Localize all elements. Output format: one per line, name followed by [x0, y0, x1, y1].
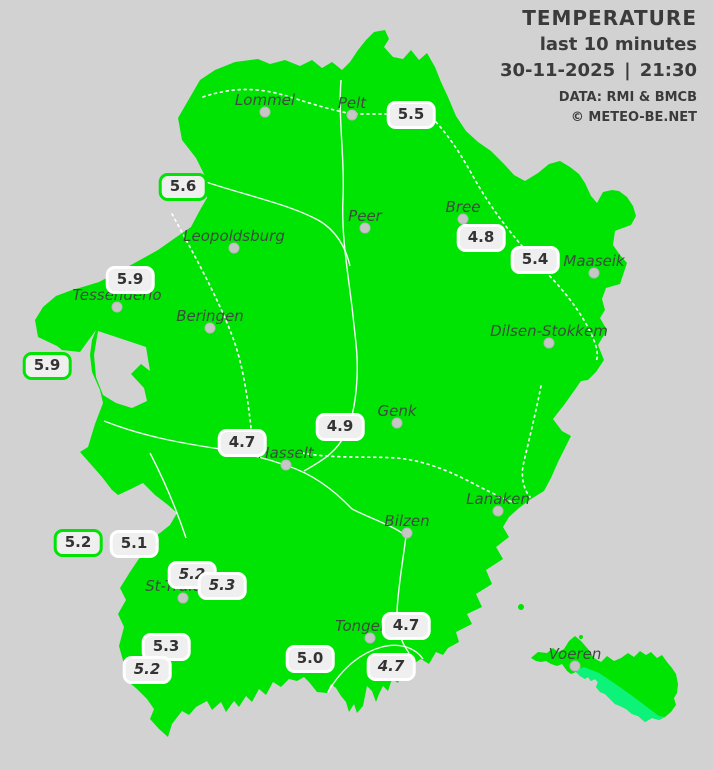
temperature-badge: 5.3	[197, 572, 247, 600]
town-marker-dot	[457, 213, 469, 225]
temperature-badge: 5.9	[105, 266, 155, 294]
town-marker-dot	[492, 505, 504, 517]
town-label: Dilsen-Stokkem	[490, 322, 608, 340]
data-source: DATA: RMI & BMCB	[558, 90, 697, 105]
datetime-separator: |	[624, 60, 631, 81]
border-line	[521, 385, 542, 498]
temperature-badge: 5.2	[122, 656, 172, 684]
temperature-badge: 5.0	[285, 645, 335, 673]
town-marker-dot	[588, 267, 600, 279]
town-marker-dot	[401, 527, 413, 539]
copyright: © METEO-BE.NET	[570, 110, 697, 125]
temperature-badge: 4.9	[315, 413, 365, 441]
map-title: TEMPERATURE	[522, 6, 697, 30]
town-marker-dot	[111, 301, 123, 313]
temperature-badge: 5.6	[158, 173, 208, 201]
town-marker-dot	[359, 222, 371, 234]
map-time: 21:30	[639, 60, 697, 81]
temperature-badge: 5.5	[386, 101, 436, 129]
temperature-badge: 5.4	[510, 246, 560, 274]
temperature-badge: 4.7	[381, 612, 431, 640]
border-line	[435, 121, 599, 363]
town-marker-dot	[569, 660, 581, 672]
temperature-badge: 5.2	[53, 529, 103, 557]
temperature-badge: 4.7	[217, 429, 267, 457]
town-marker-dot	[280, 459, 292, 471]
map-fragment	[518, 604, 524, 610]
map-fragment	[579, 635, 583, 639]
town-label: Bilzen	[384, 512, 430, 530]
river-line	[327, 644, 424, 693]
town-label: Maaseik	[563, 252, 625, 270]
temperature-badge: 5.9	[22, 352, 72, 380]
map-date: 30-11-2025	[499, 60, 616, 81]
town-label: Hasselt	[258, 444, 314, 462]
town-marker-dot	[259, 106, 271, 118]
coast-bay-notch	[94, 331, 150, 408]
title-block: TEMPERATURE last 10 minutes 30-11-2025 | 2…	[500, 6, 697, 125]
temperature-badge: 4.8	[456, 224, 506, 252]
map-datetime: 30-11-2025 | 21:30	[500, 60, 697, 81]
town-label: Lanaken	[466, 490, 530, 508]
town-marker-dot	[391, 417, 403, 429]
town-marker-dot	[346, 109, 358, 121]
town-marker-dot	[204, 322, 216, 334]
map-subtitle: last 10 minutes	[539, 34, 697, 55]
town-marker-dot	[364, 632, 376, 644]
temperature-badge: 4.7	[366, 653, 416, 681]
river-line	[149, 452, 187, 539]
town-label: Peer	[348, 207, 382, 225]
town-label: Pelt	[337, 94, 367, 112]
border-line	[171, 213, 252, 429]
province-shape	[35, 30, 636, 737]
town-label: Bree	[445, 198, 481, 216]
town-label: Voeren	[548, 645, 602, 663]
town-label: Leopoldsburg	[183, 227, 285, 245]
town-label: Beringen	[176, 307, 244, 325]
river-line	[205, 181, 351, 267]
town-label: Lommel	[234, 91, 296, 109]
border-line	[202, 88, 387, 115]
town-marker-dot	[228, 242, 240, 254]
town-marker-dot	[543, 337, 555, 349]
voeren-mild-zone	[576, 667, 665, 722]
town-label: Genk	[377, 402, 417, 420]
border-line	[301, 452, 516, 504]
town-marker-dot	[177, 592, 189, 604]
temperature-badge: 5.1	[109, 530, 159, 558]
